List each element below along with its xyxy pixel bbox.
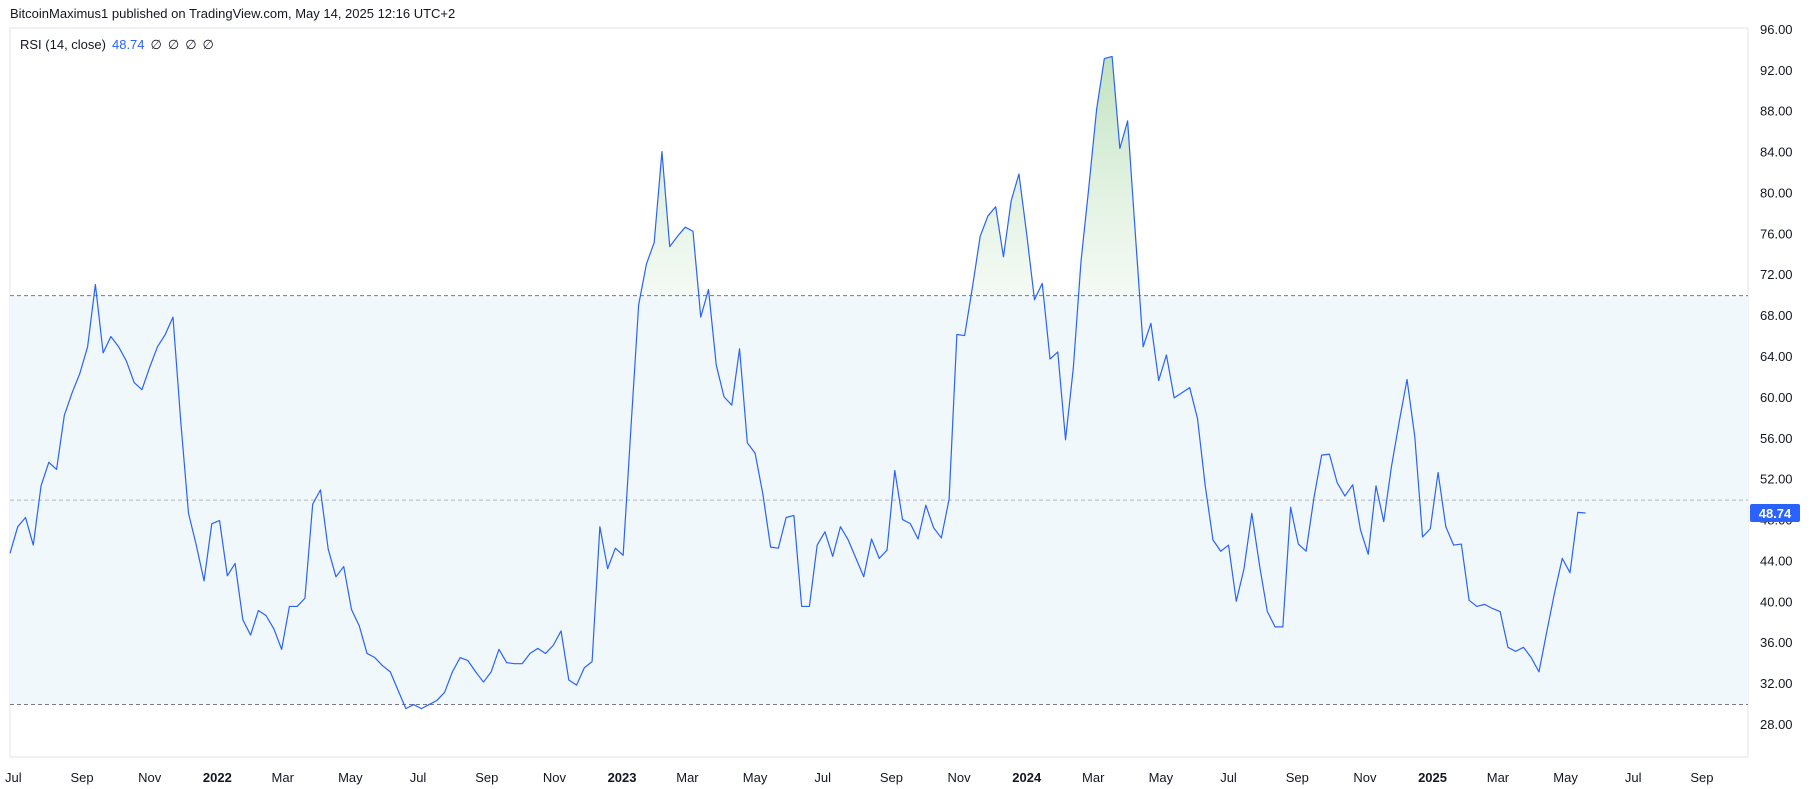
x-tick-label: May [1149,770,1174,785]
x-tick-label: Mar [1082,770,1105,785]
x-tick-label: Sep [475,770,498,785]
x-tick-label: Sep [880,770,903,785]
publisher-caption: BitcoinMaximus1 published on TradingView… [10,6,456,21]
y-tick-label: 72.00 [1760,267,1793,282]
rsi-line [9,55,1586,710]
x-tick-label: Nov [1353,770,1377,785]
last-value-label: 48.74 [1759,506,1792,521]
y-tick-label: 64.00 [1760,349,1793,364]
y-tick-label: 40.00 [1760,594,1793,609]
y-tick-label: 36.00 [1760,635,1793,650]
indicator-value: 48.74 [111,37,145,52]
x-tick-label: 2025 [1418,770,1447,785]
x-tick-label: Jul [1220,770,1237,785]
y-tick-label: 76.00 [1760,226,1793,241]
y-tick-label: 68.00 [1760,308,1793,323]
x-tick-label: Mar [676,770,699,785]
y-tick-label: 44.00 [1760,553,1793,568]
x-tick-label: Jul [5,770,22,785]
y-tick-label: 84.00 [1760,145,1793,160]
x-tick-label: Nov [138,770,162,785]
y-tick-label: 52.00 [1760,472,1793,487]
na-value-4: ∅ [202,37,214,52]
x-tick-label: 2023 [608,770,637,785]
y-tick-label: 32.00 [1760,676,1793,691]
y-tick-label: 80.00 [1760,185,1793,200]
indicator-name: RSI (14, close) [20,37,106,52]
na-value-1: ∅ [150,37,162,52]
indicator-legend[interactable]: RSI (14, close) 48.74 ∅ ∅ ∅ ∅ [20,37,214,53]
x-tick-label: Sep [70,770,93,785]
y-tick-label: 28.00 [1760,717,1793,732]
y-tick-label: 88.00 [1760,104,1793,119]
y-tick-label: 60.00 [1760,390,1793,405]
x-tick-label: Nov [948,770,972,785]
x-tick-label: Jul [1625,770,1642,785]
x-tick-label: Mar [1487,770,1510,785]
x-tick-label: May [743,770,768,785]
na-value-3: ∅ [185,37,197,52]
x-tick-label: Mar [272,770,295,785]
x-tick-label: May [338,770,363,785]
y-tick-label: 56.00 [1760,431,1793,446]
x-tick-label: Nov [543,770,567,785]
x-tick-label: Jul [410,770,427,785]
x-tick-label: 2022 [203,770,232,785]
x-tick-label: Sep [1690,770,1713,785]
x-tick-label: 2024 [1012,770,1042,785]
x-tick-label: May [1553,770,1578,785]
x-tick-label: Sep [1286,770,1309,785]
y-tick-label: 96.00 [1760,22,1793,37]
overbought-fill [10,56,1586,296]
na-value-2: ∅ [167,37,180,52]
last-value-badge [1750,503,1800,522]
x-tick-label: Jul [814,770,831,785]
y-tick-label: 92.00 [1760,63,1793,78]
